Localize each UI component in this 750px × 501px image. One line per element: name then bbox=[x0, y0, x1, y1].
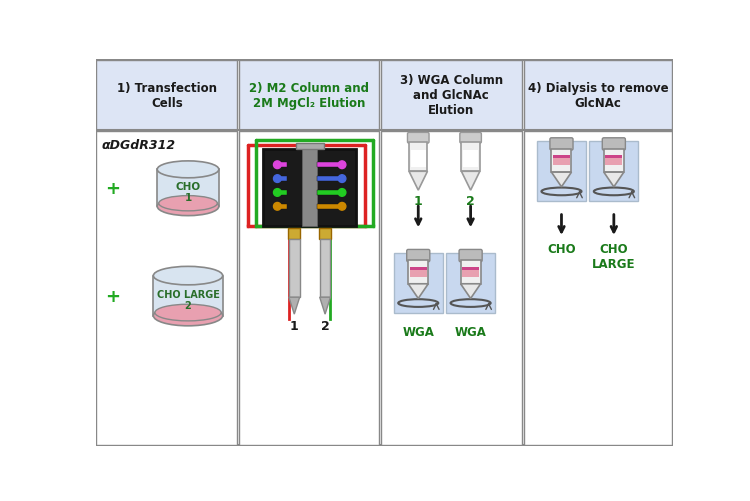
Polygon shape bbox=[460, 284, 481, 299]
Text: CHO LARGE
2: CHO LARGE 2 bbox=[157, 289, 220, 311]
Text: 1) Transfection
Cells: 1) Transfection Cells bbox=[117, 82, 217, 109]
Polygon shape bbox=[551, 173, 572, 187]
Ellipse shape bbox=[159, 196, 218, 211]
Bar bbox=[280, 191, 286, 195]
Text: 2: 2 bbox=[321, 319, 329, 332]
Bar bbox=[319, 228, 332, 239]
Bar bbox=[461, 142, 480, 172]
Circle shape bbox=[274, 189, 281, 197]
Text: CHO
1: CHO 1 bbox=[176, 181, 200, 203]
Bar bbox=[604, 149, 624, 173]
Bar bbox=[410, 271, 427, 277]
Bar bbox=[97, 61, 237, 131]
Polygon shape bbox=[408, 284, 428, 299]
Bar bbox=[460, 261, 481, 284]
Ellipse shape bbox=[158, 161, 219, 178]
Bar bbox=[524, 132, 672, 445]
Bar bbox=[537, 142, 586, 201]
Circle shape bbox=[274, 161, 281, 169]
Bar bbox=[317, 163, 339, 168]
FancyBboxPatch shape bbox=[460, 133, 482, 144]
Text: +: + bbox=[105, 179, 120, 197]
Bar bbox=[408, 261, 428, 284]
Bar bbox=[463, 150, 478, 168]
Text: 1: 1 bbox=[414, 194, 423, 207]
Bar bbox=[280, 177, 286, 181]
Bar bbox=[158, 170, 219, 207]
FancyBboxPatch shape bbox=[550, 138, 573, 151]
Ellipse shape bbox=[158, 197, 219, 216]
Text: +: + bbox=[105, 287, 120, 305]
Bar bbox=[553, 159, 570, 166]
FancyBboxPatch shape bbox=[407, 133, 429, 144]
Bar bbox=[410, 267, 427, 271]
Bar bbox=[317, 177, 339, 181]
Bar bbox=[462, 267, 479, 271]
Text: CHO: CHO bbox=[548, 242, 576, 255]
Bar bbox=[154, 276, 223, 316]
Text: 3) WGA Column
and GlcNAc
Elution: 3) WGA Column and GlcNAc Elution bbox=[400, 74, 503, 117]
Text: WGA: WGA bbox=[402, 325, 434, 338]
Bar bbox=[410, 150, 426, 168]
Circle shape bbox=[338, 161, 346, 169]
Ellipse shape bbox=[154, 267, 223, 285]
Circle shape bbox=[338, 189, 346, 197]
Text: αDGdR312: αDGdR312 bbox=[102, 138, 176, 151]
Text: 2: 2 bbox=[466, 194, 475, 207]
Text: 1: 1 bbox=[290, 319, 298, 332]
Bar bbox=[409, 142, 428, 172]
Polygon shape bbox=[320, 298, 331, 315]
Circle shape bbox=[338, 203, 346, 211]
Bar bbox=[238, 61, 379, 131]
FancyBboxPatch shape bbox=[602, 138, 625, 151]
Polygon shape bbox=[289, 298, 300, 315]
Bar bbox=[289, 239, 300, 298]
Bar bbox=[553, 156, 570, 159]
Bar bbox=[380, 132, 522, 445]
Bar bbox=[317, 191, 339, 195]
Bar bbox=[296, 144, 323, 150]
Bar bbox=[605, 156, 622, 159]
FancyBboxPatch shape bbox=[459, 250, 482, 262]
Circle shape bbox=[274, 203, 281, 211]
Circle shape bbox=[274, 175, 281, 183]
Bar bbox=[238, 132, 379, 445]
Bar bbox=[551, 149, 572, 173]
Bar bbox=[317, 204, 339, 209]
Text: 2) M2 Column and
2M MgCl₂ Elution: 2) M2 Column and 2M MgCl₂ Elution bbox=[249, 82, 369, 109]
Text: CHO
LARGE: CHO LARGE bbox=[592, 242, 635, 270]
Polygon shape bbox=[409, 172, 428, 191]
Bar bbox=[280, 163, 286, 168]
Bar bbox=[302, 150, 317, 227]
Bar bbox=[380, 61, 522, 131]
Bar bbox=[462, 271, 479, 277]
Bar bbox=[605, 159, 622, 166]
FancyBboxPatch shape bbox=[406, 250, 430, 262]
Bar bbox=[97, 132, 237, 445]
Polygon shape bbox=[604, 173, 624, 187]
Bar bbox=[280, 204, 286, 209]
Circle shape bbox=[338, 175, 346, 183]
Text: WGA: WGA bbox=[454, 325, 487, 338]
Bar bbox=[320, 239, 331, 298]
Bar bbox=[263, 150, 356, 227]
Ellipse shape bbox=[154, 306, 223, 326]
Bar bbox=[288, 228, 301, 239]
Bar bbox=[446, 253, 495, 313]
Bar bbox=[590, 142, 638, 201]
Text: 4) Dialysis to remove
GlcNAc: 4) Dialysis to remove GlcNAc bbox=[528, 82, 668, 109]
Ellipse shape bbox=[155, 305, 221, 321]
Bar bbox=[524, 61, 672, 131]
Polygon shape bbox=[461, 172, 480, 191]
Bar bbox=[394, 253, 443, 313]
